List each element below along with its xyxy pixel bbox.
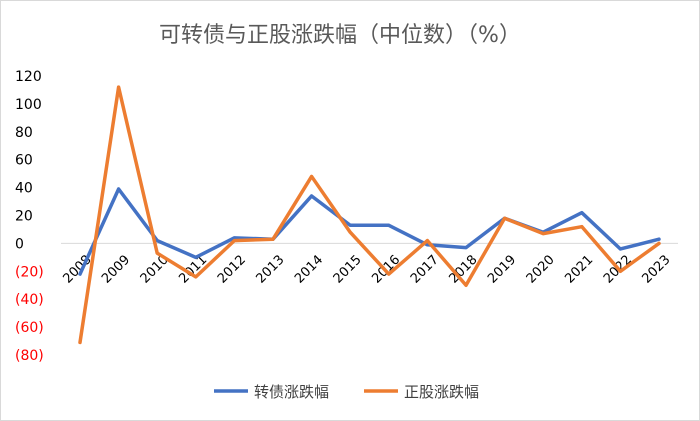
data-point (271, 237, 275, 241)
y-tick-label: 20 (15, 209, 33, 225)
y-tick-label: 0 (15, 236, 24, 252)
legend: 转债涨跌幅 正股涨跌幅 (214, 383, 479, 401)
data-point (155, 239, 159, 243)
y-tick-label: 100 (15, 97, 42, 113)
data-point (541, 232, 545, 236)
y-tick-label: (60) (15, 320, 44, 336)
x-tick-label: 2014 (292, 253, 326, 287)
data-point (464, 246, 468, 250)
x-tick-label: 2015 (331, 253, 365, 287)
data-point (117, 187, 121, 191)
x-tick-label: 2017 (408, 253, 442, 287)
data-point (425, 239, 429, 243)
data-point (657, 237, 661, 241)
series-line-0 (78, 187, 661, 276)
data-point (618, 247, 622, 251)
y-tick-label: (20) (15, 264, 44, 280)
x-tick-label: 2013 (254, 253, 288, 287)
x-tick-label: 2021 (562, 253, 596, 287)
y-tick-label: 120 (15, 69, 42, 85)
legend-label: 转债涨跌幅 (254, 383, 329, 401)
data-point (348, 223, 352, 227)
x-axis: 2008 2009 2010 2011 2012 2013 2014 2015 2016 2017… (61, 253, 674, 287)
data-point (580, 211, 584, 215)
data-point (387, 223, 391, 227)
x-tick-label: 2012 (215, 253, 249, 287)
data-point (387, 272, 391, 276)
x-tick-label: 2023 (640, 253, 674, 287)
data-point (580, 225, 584, 229)
x-tick-label: 2019 (485, 253, 519, 287)
data-point (232, 236, 236, 240)
x-tick-label: 2009 (99, 253, 133, 287)
data-point (464, 283, 468, 287)
data-point (194, 255, 198, 259)
data-point (618, 269, 622, 273)
data-point (348, 230, 352, 234)
data-point (78, 340, 82, 344)
data-point (155, 251, 159, 255)
y-tick-label: (80) (15, 348, 44, 364)
data-point (310, 174, 314, 178)
y-tick-label: 60 (15, 153, 33, 169)
y-tick-label: 40 (15, 181, 33, 197)
data-point (503, 216, 507, 220)
chart-title: 可转债与正股涨跌幅（中位数）（%） (159, 23, 521, 48)
data-point (117, 85, 121, 89)
y-tick-label: 80 (15, 125, 33, 141)
data-point (310, 194, 314, 198)
data-point (194, 275, 198, 279)
y-tick-label: (40) (15, 292, 44, 308)
y-axis: 120 100 80 60 40 20 0 (20) (40) (60) (80) (15, 69, 44, 364)
data-point (657, 241, 661, 245)
data-point (78, 272, 82, 276)
x-tick-label: 2020 (524, 253, 558, 287)
series-layer (78, 85, 661, 345)
series-line-1 (78, 85, 661, 345)
data-point (232, 239, 236, 243)
legend-label: 正股涨跌幅 (404, 383, 479, 401)
